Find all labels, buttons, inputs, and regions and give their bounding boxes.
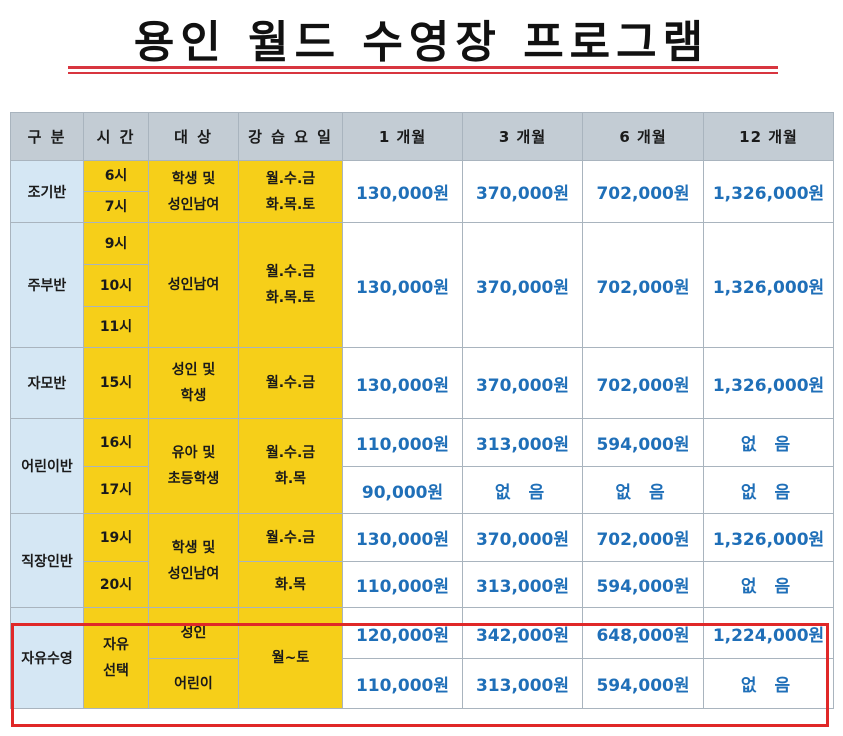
price-12-months: 1,224,000원: [703, 607, 834, 659]
price-6-months: 702,000원: [582, 513, 704, 562]
price-12-months: 1,326,000원: [703, 160, 834, 223]
time-cell: 6시: [83, 160, 149, 192]
target-cell: 성인 및 학생: [148, 347, 239, 419]
header-target: 대 상: [148, 112, 239, 161]
target-cell: 학생 및 성인남여: [148, 513, 239, 608]
price-12-months: 없 음: [703, 561, 834, 608]
price-1-month: 110,000원: [342, 658, 463, 709]
price-1-month: 130,000원: [342, 160, 463, 223]
table-row: 자유수영 자유 선택 성인 월~토 120,000원 342,000원 648,0…: [10, 607, 834, 709]
time-cell: 19시: [83, 513, 149, 562]
time-cell: 16시: [83, 418, 149, 467]
table-row: 7시: [11, 191, 834, 223]
category-cell: 자모반: [10, 347, 84, 419]
category-cell: 자유수영: [10, 607, 84, 709]
target-cell: 어린이: [148, 658, 239, 709]
price-1-month: 90,000원: [342, 466, 463, 514]
header-12-months: 12 개월: [703, 112, 834, 161]
time-cell: 17시: [83, 466, 149, 514]
time-cell: 7시: [83, 191, 149, 223]
table-row: 주부반 9시 성인남여 월.수.금 화.목.토 130,000원 370,000원…: [10, 222, 834, 348]
price-3-months: 370,000원: [462, 222, 583, 348]
target-cell: 유아 및 초등학생: [148, 418, 239, 514]
program-table: 구 분 시 간 대 상 강 습 요 일 1 개월 3 개월 6 개월 12 개월…: [10, 112, 834, 709]
days-cell: 월.수.금 화.목.토: [238, 160, 343, 223]
table-row: 어린이 110,000원 313,000원 594,000원 없 음: [11, 658, 834, 709]
table-row: 조기반 6시 학생 및 성인남여 월.수.금 화.목.토 130,000원 370,…: [10, 160, 834, 223]
price-6-months: 702,000원: [582, 160, 704, 223]
table-row: 어린이반 16시 유아 및 초등학생 월.수.금 화.목 110,000원 313,…: [10, 418, 834, 514]
category-cell: 어린이반: [10, 418, 84, 514]
price-3-months: 342,000원: [462, 607, 583, 659]
price-1-month: 110,000원: [342, 561, 463, 608]
category-cell: 조기반: [10, 160, 84, 223]
price-1-month: 130,000원: [342, 513, 463, 562]
header-time: 시 간: [83, 112, 149, 161]
header-1-month: 1 개월: [342, 112, 463, 161]
time-cell: 9시: [83, 222, 149, 265]
price-6-months: 648,000원: [582, 607, 704, 659]
price-12-months: 없 음: [703, 658, 834, 709]
header-row: 구 분 시 간 대 상 강 습 요 일 1 개월 3 개월 6 개월 12 개월: [10, 112, 834, 161]
price-6-months: 없 음: [582, 466, 704, 514]
table-row: 17시 90,000원 없 음 없 음 없 음: [11, 466, 834, 514]
header-6-months: 6 개월: [582, 112, 704, 161]
time-cell: 11시: [83, 306, 149, 348]
title-underline-top: [68, 66, 778, 69]
price-6-months: 702,000원: [582, 347, 704, 419]
title-underline-bottom: [68, 72, 778, 74]
days-cell: 월.수.금 화.목.토: [238, 222, 343, 348]
price-12-months: 1,326,000원: [703, 222, 834, 348]
days-cell: 월.수.금: [238, 513, 343, 562]
price-6-months: 594,000원: [582, 418, 704, 467]
price-3-months: 없 음: [462, 466, 583, 514]
price-6-months: 702,000원: [582, 222, 704, 348]
price-12-months: 없 음: [703, 418, 834, 467]
price-3-months: 313,000원: [462, 658, 583, 709]
price-6-months: 594,000원: [582, 561, 704, 608]
price-3-months: 313,000원: [462, 561, 583, 608]
time-cell: 자유 선택: [83, 607, 149, 709]
header-3-months: 3 개월: [462, 112, 583, 161]
header-category: 구 분: [10, 112, 84, 161]
table-row: 직장인반 19시 학생 및 성인남여 월.수.금 130,000원 370,000…: [10, 513, 834, 608]
days-cell: 월~토: [238, 607, 343, 709]
days-cell: 월.수.금 화.목: [238, 418, 343, 514]
target-cell: 성인남여: [148, 222, 239, 348]
price-12-months: 1,326,000원: [703, 347, 834, 419]
price-12-months: 없 음: [703, 466, 834, 514]
header-days: 강 습 요 일: [238, 112, 343, 161]
time-cell: 15시: [83, 347, 149, 419]
target-cell: 학생 및 성인남여: [148, 160, 239, 223]
time-cell: 20시: [83, 561, 149, 608]
price-3-months: 370,000원: [462, 347, 583, 419]
page-title: 용인 월드 수영장 프로그램: [133, 17, 710, 68]
price-3-months: 313,000원: [462, 418, 583, 467]
price-1-month: 130,000원: [342, 222, 463, 348]
table-row: 10시: [11, 264, 834, 307]
days-cell: 화.목: [238, 561, 343, 608]
price-12-months: 1,326,000원: [703, 513, 834, 562]
target-cell: 성인: [148, 607, 239, 659]
days-cell: 월.수.금: [238, 347, 343, 419]
price-1-month: 120,000원: [342, 607, 463, 659]
time-cell: 10시: [83, 264, 149, 307]
price-6-months: 594,000원: [582, 658, 704, 709]
price-1-month: 130,000원: [342, 347, 463, 419]
price-3-months: 370,000원: [462, 513, 583, 562]
category-cell: 주부반: [10, 222, 84, 348]
price-3-months: 370,000원: [462, 160, 583, 223]
price-1-month: 110,000원: [342, 418, 463, 467]
table-row: 20시 화.목 110,000원 313,000원 594,000원 없 음: [11, 561, 834, 608]
table-row: 자모반 15시 성인 및 학생 월.수.금 130,000원 370,000원 7…: [10, 347, 834, 419]
category-cell: 직장인반: [10, 513, 84, 608]
